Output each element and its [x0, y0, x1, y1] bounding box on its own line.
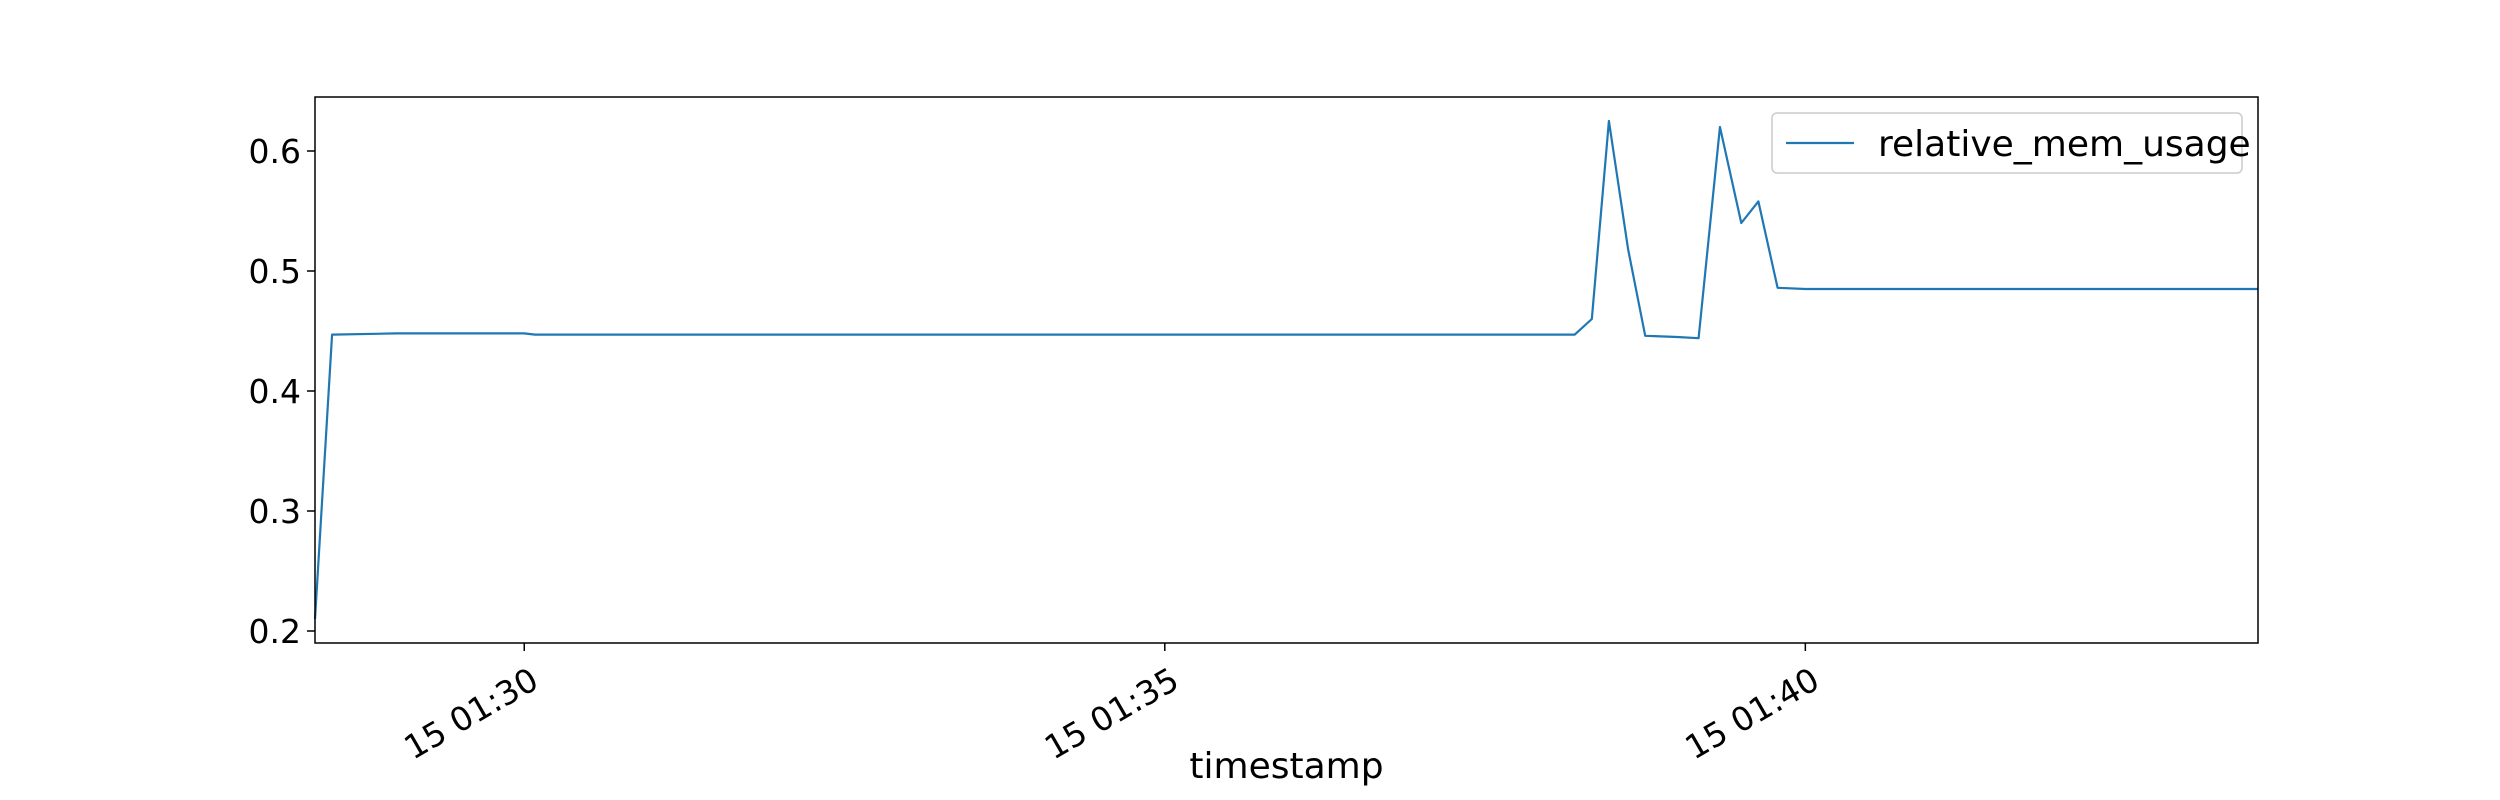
- y-tick-label: 0.6: [249, 132, 301, 171]
- plot-area: [315, 97, 2258, 643]
- series-layer: [313, 119, 2258, 620]
- legend: relative_mem_usage: [1771, 112, 2251, 174]
- legend-box: [1771, 112, 2243, 174]
- x-tick-label: 15 01:40: [1678, 660, 1825, 768]
- x-tick-label: 15 01:30: [397, 660, 544, 768]
- y-tick-label: 0.3: [249, 492, 301, 531]
- y-tick-label: 0.4: [249, 372, 301, 411]
- plot-frame: [314, 96, 2259, 644]
- y-tick-label: 0.5: [249, 252, 301, 291]
- y-axis: 0.2 0.3 0.4 0.5 0.6: [249, 132, 315, 651]
- x-tick-label: 15 01:35: [1038, 660, 1185, 768]
- legend-label-relative-mem-usage: relative_mem_usage: [1878, 124, 2251, 165]
- x-axis-title: timestamp: [1189, 746, 1383, 787]
- y-tick-label: 0.2: [249, 612, 301, 651]
- x-axis: 15 01:30 15 01:35 15 01:40: [397, 643, 1826, 768]
- series-line-relative-mem-usage: [313, 119, 2258, 620]
